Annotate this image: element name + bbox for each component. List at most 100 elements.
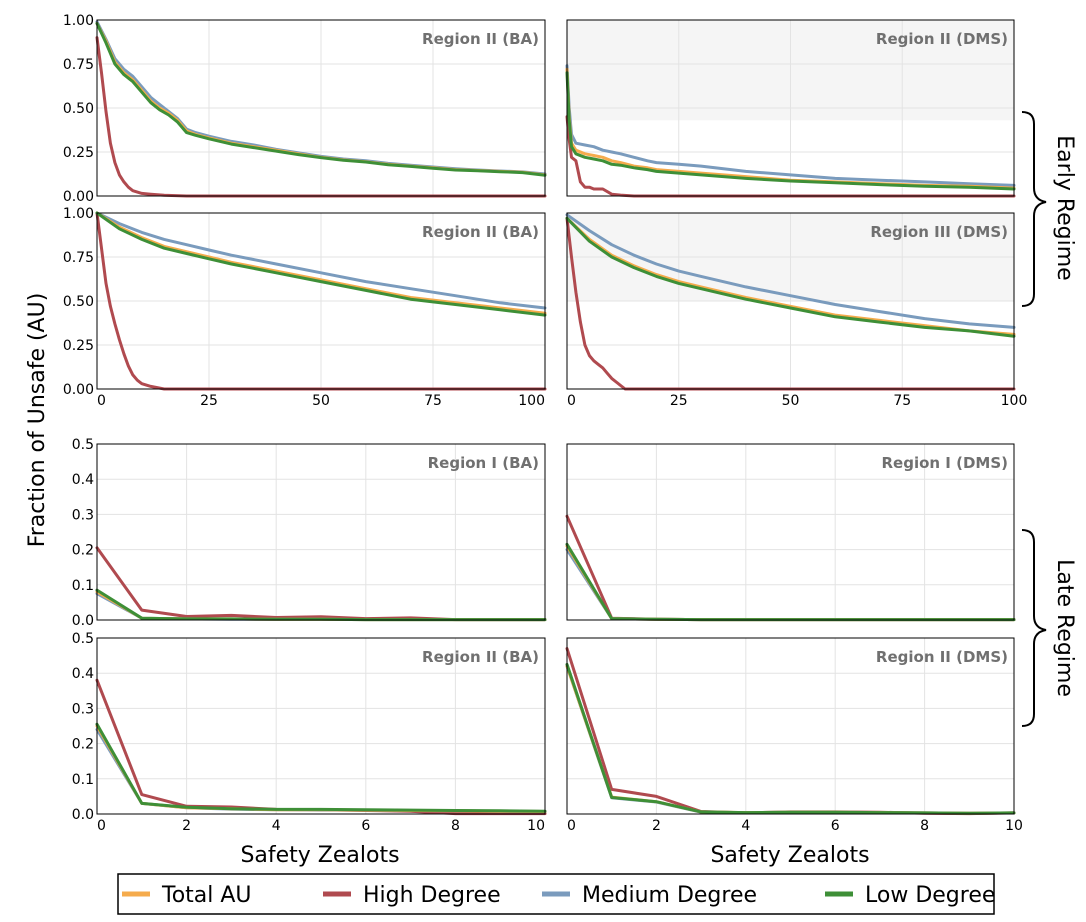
subplot-title: Region II (BA) xyxy=(422,648,539,666)
x-tick-label: 4 xyxy=(741,818,750,834)
y-axis-label: Fraction of Unsafe (AU) xyxy=(25,293,50,548)
x-tick-label: 10 xyxy=(527,818,545,834)
series-line-high-degree xyxy=(95,36,547,198)
subplot-5: 0.0 0.1 0.2 0.3 0.4 0.5 Region I (BA) xyxy=(72,437,547,629)
x-tick-label: 0 xyxy=(567,818,576,834)
x-tick-label: 100 xyxy=(1001,393,1028,409)
y-tick-label: 0.50 xyxy=(63,101,94,117)
series-line-total-au xyxy=(95,724,547,813)
series-line-medium-degree xyxy=(565,664,1016,815)
x-tick-label: 6 xyxy=(361,818,370,834)
x-tick-label: 10 xyxy=(1005,818,1023,834)
y-tick-label: 0.0 xyxy=(72,807,94,823)
subplot-3: 0.00 0.25 0.50 0.75 1.00 0 25 50 75 100 Region II … xyxy=(63,206,547,409)
x-tick-label: 6 xyxy=(831,818,840,834)
axes-frame xyxy=(566,212,1015,390)
y-tick-label: 0.3 xyxy=(72,701,94,717)
x-axis-label-left: Safety Zealots xyxy=(240,843,399,868)
series-line-low-degree xyxy=(95,588,547,622)
series-line-total-au xyxy=(565,216,1016,336)
axes-frame xyxy=(96,19,546,197)
y-tick-label: 0.3 xyxy=(72,507,94,523)
x-tick-label: 0 xyxy=(97,393,106,409)
y-tick-label: 0.50 xyxy=(63,294,94,310)
series-line-high-degree xyxy=(565,216,1016,391)
x-tick-label: 75 xyxy=(424,393,442,409)
series-line-high-degree xyxy=(565,514,1016,622)
series-line-low-degree xyxy=(565,216,1016,338)
subplot-title: Region II (DMS) xyxy=(876,30,1008,48)
series-line-total-au xyxy=(565,544,1016,622)
y-tick-label: 0.4 xyxy=(72,472,94,488)
x-tick-label: 8 xyxy=(451,818,460,834)
x-tick-label: 25 xyxy=(670,393,688,409)
y-tick-label: 0.5 xyxy=(72,437,94,453)
x-tick-label: 2 xyxy=(652,818,661,834)
early-regime-brace xyxy=(1021,111,1047,307)
series-line-low-degree xyxy=(565,71,1016,191)
axes-frame xyxy=(566,19,1015,197)
late-regime-brace xyxy=(1021,529,1047,727)
x-tick-label: 75 xyxy=(893,393,911,409)
x-tick-label: 0 xyxy=(567,393,576,409)
axes-frame xyxy=(96,212,546,390)
subplot-4: 0 25 50 75 100 Region III (DMS) xyxy=(565,212,1028,409)
x-tick-label: 2 xyxy=(182,818,191,834)
axes-frame xyxy=(96,443,546,621)
x-axis-label-right: Safety Zealots xyxy=(710,843,869,868)
subplot-7: 0.0 0.1 0.2 0.3 0.4 0.5 0 2 4 6 8 10 Region II (BA) xyxy=(72,631,547,834)
x-tick-label: 25 xyxy=(200,393,218,409)
legend-label: Total AU xyxy=(161,883,252,908)
legend-label: Low Degree xyxy=(865,883,995,908)
y-tick-label: 0.00 xyxy=(63,382,94,398)
y-tick-label: 0.25 xyxy=(63,338,94,354)
y-tick-label: 0.2 xyxy=(72,737,94,753)
series-line-low-degree xyxy=(565,542,1016,622)
series-line-total-au xyxy=(95,211,547,315)
series-line-medium-degree xyxy=(95,211,547,310)
y-tick-label: 0.1 xyxy=(72,578,94,594)
legend: Total AU High Degree Medium Degree Low Degr… xyxy=(117,873,995,915)
legend-label: Medium Degree xyxy=(582,883,757,908)
series-line-medium-degree xyxy=(565,213,1016,329)
series-line-high-degree xyxy=(95,546,547,622)
y-tick-label: 0.00 xyxy=(63,189,94,205)
x-tick-label: 50 xyxy=(312,393,330,409)
early-regime-label: Early Regime xyxy=(1052,135,1077,280)
x-tick-label: 100 xyxy=(518,393,545,409)
subplot-2: Region II (DMS) xyxy=(565,19,1016,198)
x-tick-label: 8 xyxy=(920,818,929,834)
series-line-high-degree xyxy=(95,211,547,391)
series-line-medium-degree xyxy=(565,64,1016,187)
series-line-low-degree xyxy=(95,722,547,813)
series-line-low-degree xyxy=(95,211,547,317)
subplot-title: Region III (DMS) xyxy=(870,223,1008,241)
legend-label: High Degree xyxy=(363,883,501,908)
y-tick-label: 0.2 xyxy=(72,543,94,559)
y-tick-label: 0.75 xyxy=(63,57,94,73)
subplot-1: 0.00 0.25 0.50 0.75 1.00 Region II (BA) xyxy=(63,13,547,205)
series-line-high-degree xyxy=(95,678,547,816)
series-line-total-au xyxy=(565,664,1016,815)
subplot-title: Region II (BA) xyxy=(422,30,539,48)
y-tick-label: 0.5 xyxy=(72,631,94,647)
axes-frame xyxy=(96,637,546,815)
subplot-8: 0 2 4 6 8 10 Region II (DMS) xyxy=(565,637,1023,834)
y-tick-label: 0.1 xyxy=(72,772,94,788)
subplot-title: Region II (DMS) xyxy=(876,648,1008,666)
series-line-high-degree xyxy=(565,115,1016,198)
y-tick-label: 0.75 xyxy=(63,250,94,266)
subplot-title: Region II (BA) xyxy=(422,223,539,241)
subplot-title: Region I (BA) xyxy=(428,454,539,472)
y-tick-label: 0.0 xyxy=(72,613,94,629)
x-tick-label: 4 xyxy=(272,818,281,834)
subplot-6: Region I (DMS) xyxy=(565,443,1016,622)
axes-frame xyxy=(566,637,1015,815)
subplot-title: Region I (DMS) xyxy=(881,454,1008,472)
y-tick-label: 0.25 xyxy=(63,145,94,161)
y-tick-label: 1.00 xyxy=(63,206,94,222)
y-tick-label: 1.00 xyxy=(63,13,94,29)
x-tick-label: 0 xyxy=(97,818,106,834)
